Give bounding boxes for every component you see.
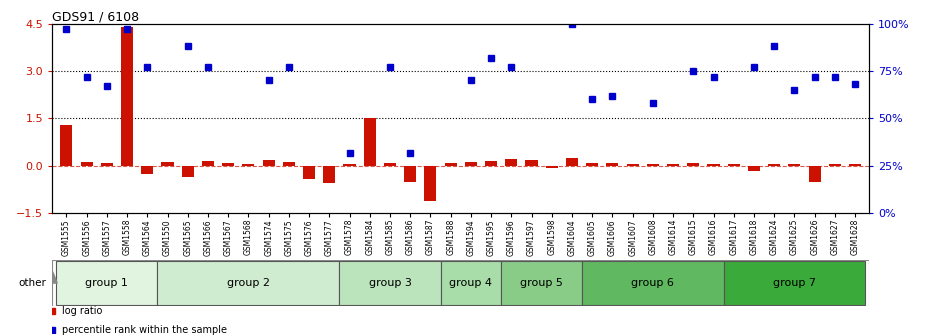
Bar <box>303 166 315 178</box>
Bar <box>364 118 376 166</box>
Bar <box>525 160 538 166</box>
Bar <box>81 162 93 166</box>
FancyBboxPatch shape <box>724 261 865 305</box>
Text: log ratio: log ratio <box>62 306 103 317</box>
Bar <box>728 164 740 166</box>
Bar <box>61 125 72 166</box>
Text: group 5: group 5 <box>521 278 563 288</box>
Text: group 4: group 4 <box>449 278 492 288</box>
Bar <box>485 161 497 166</box>
FancyBboxPatch shape <box>339 261 441 305</box>
Bar <box>566 158 578 166</box>
Bar <box>808 166 821 182</box>
Text: GDS91 / 6108: GDS91 / 6108 <box>52 10 140 23</box>
Bar <box>748 166 760 171</box>
Bar <box>445 163 457 166</box>
Bar <box>404 166 416 182</box>
Bar <box>323 166 335 183</box>
Bar <box>545 166 558 168</box>
FancyBboxPatch shape <box>56 261 158 305</box>
Bar <box>708 164 719 166</box>
Bar <box>606 163 618 166</box>
Bar <box>505 159 518 166</box>
Text: other: other <box>19 278 47 288</box>
FancyArrow shape <box>48 272 57 283</box>
FancyBboxPatch shape <box>502 261 582 305</box>
Bar <box>788 164 801 166</box>
Bar <box>262 160 275 166</box>
Text: group 7: group 7 <box>773 278 816 288</box>
Bar <box>647 164 659 166</box>
Bar <box>222 163 235 166</box>
Bar <box>242 164 255 166</box>
Text: group 3: group 3 <box>369 278 411 288</box>
Bar <box>627 164 638 166</box>
FancyBboxPatch shape <box>158 261 339 305</box>
Bar <box>769 164 780 166</box>
Text: group 1: group 1 <box>86 278 128 288</box>
Bar <box>849 164 861 166</box>
Bar <box>142 166 153 174</box>
Bar <box>344 164 355 166</box>
Bar <box>465 162 477 166</box>
Bar <box>425 166 436 201</box>
Bar <box>384 163 396 166</box>
Bar <box>202 161 214 166</box>
Bar <box>101 163 113 166</box>
Bar <box>181 166 194 177</box>
Bar <box>162 162 174 166</box>
Bar <box>828 164 841 166</box>
Text: percentile rank within the sample: percentile rank within the sample <box>62 325 227 335</box>
Bar <box>687 163 699 166</box>
Bar <box>667 164 679 166</box>
FancyBboxPatch shape <box>582 261 724 305</box>
Bar <box>586 163 598 166</box>
Bar <box>121 27 133 166</box>
FancyBboxPatch shape <box>441 261 502 305</box>
Text: group 2: group 2 <box>227 278 270 288</box>
Bar <box>283 162 294 166</box>
Text: group 6: group 6 <box>632 278 674 288</box>
